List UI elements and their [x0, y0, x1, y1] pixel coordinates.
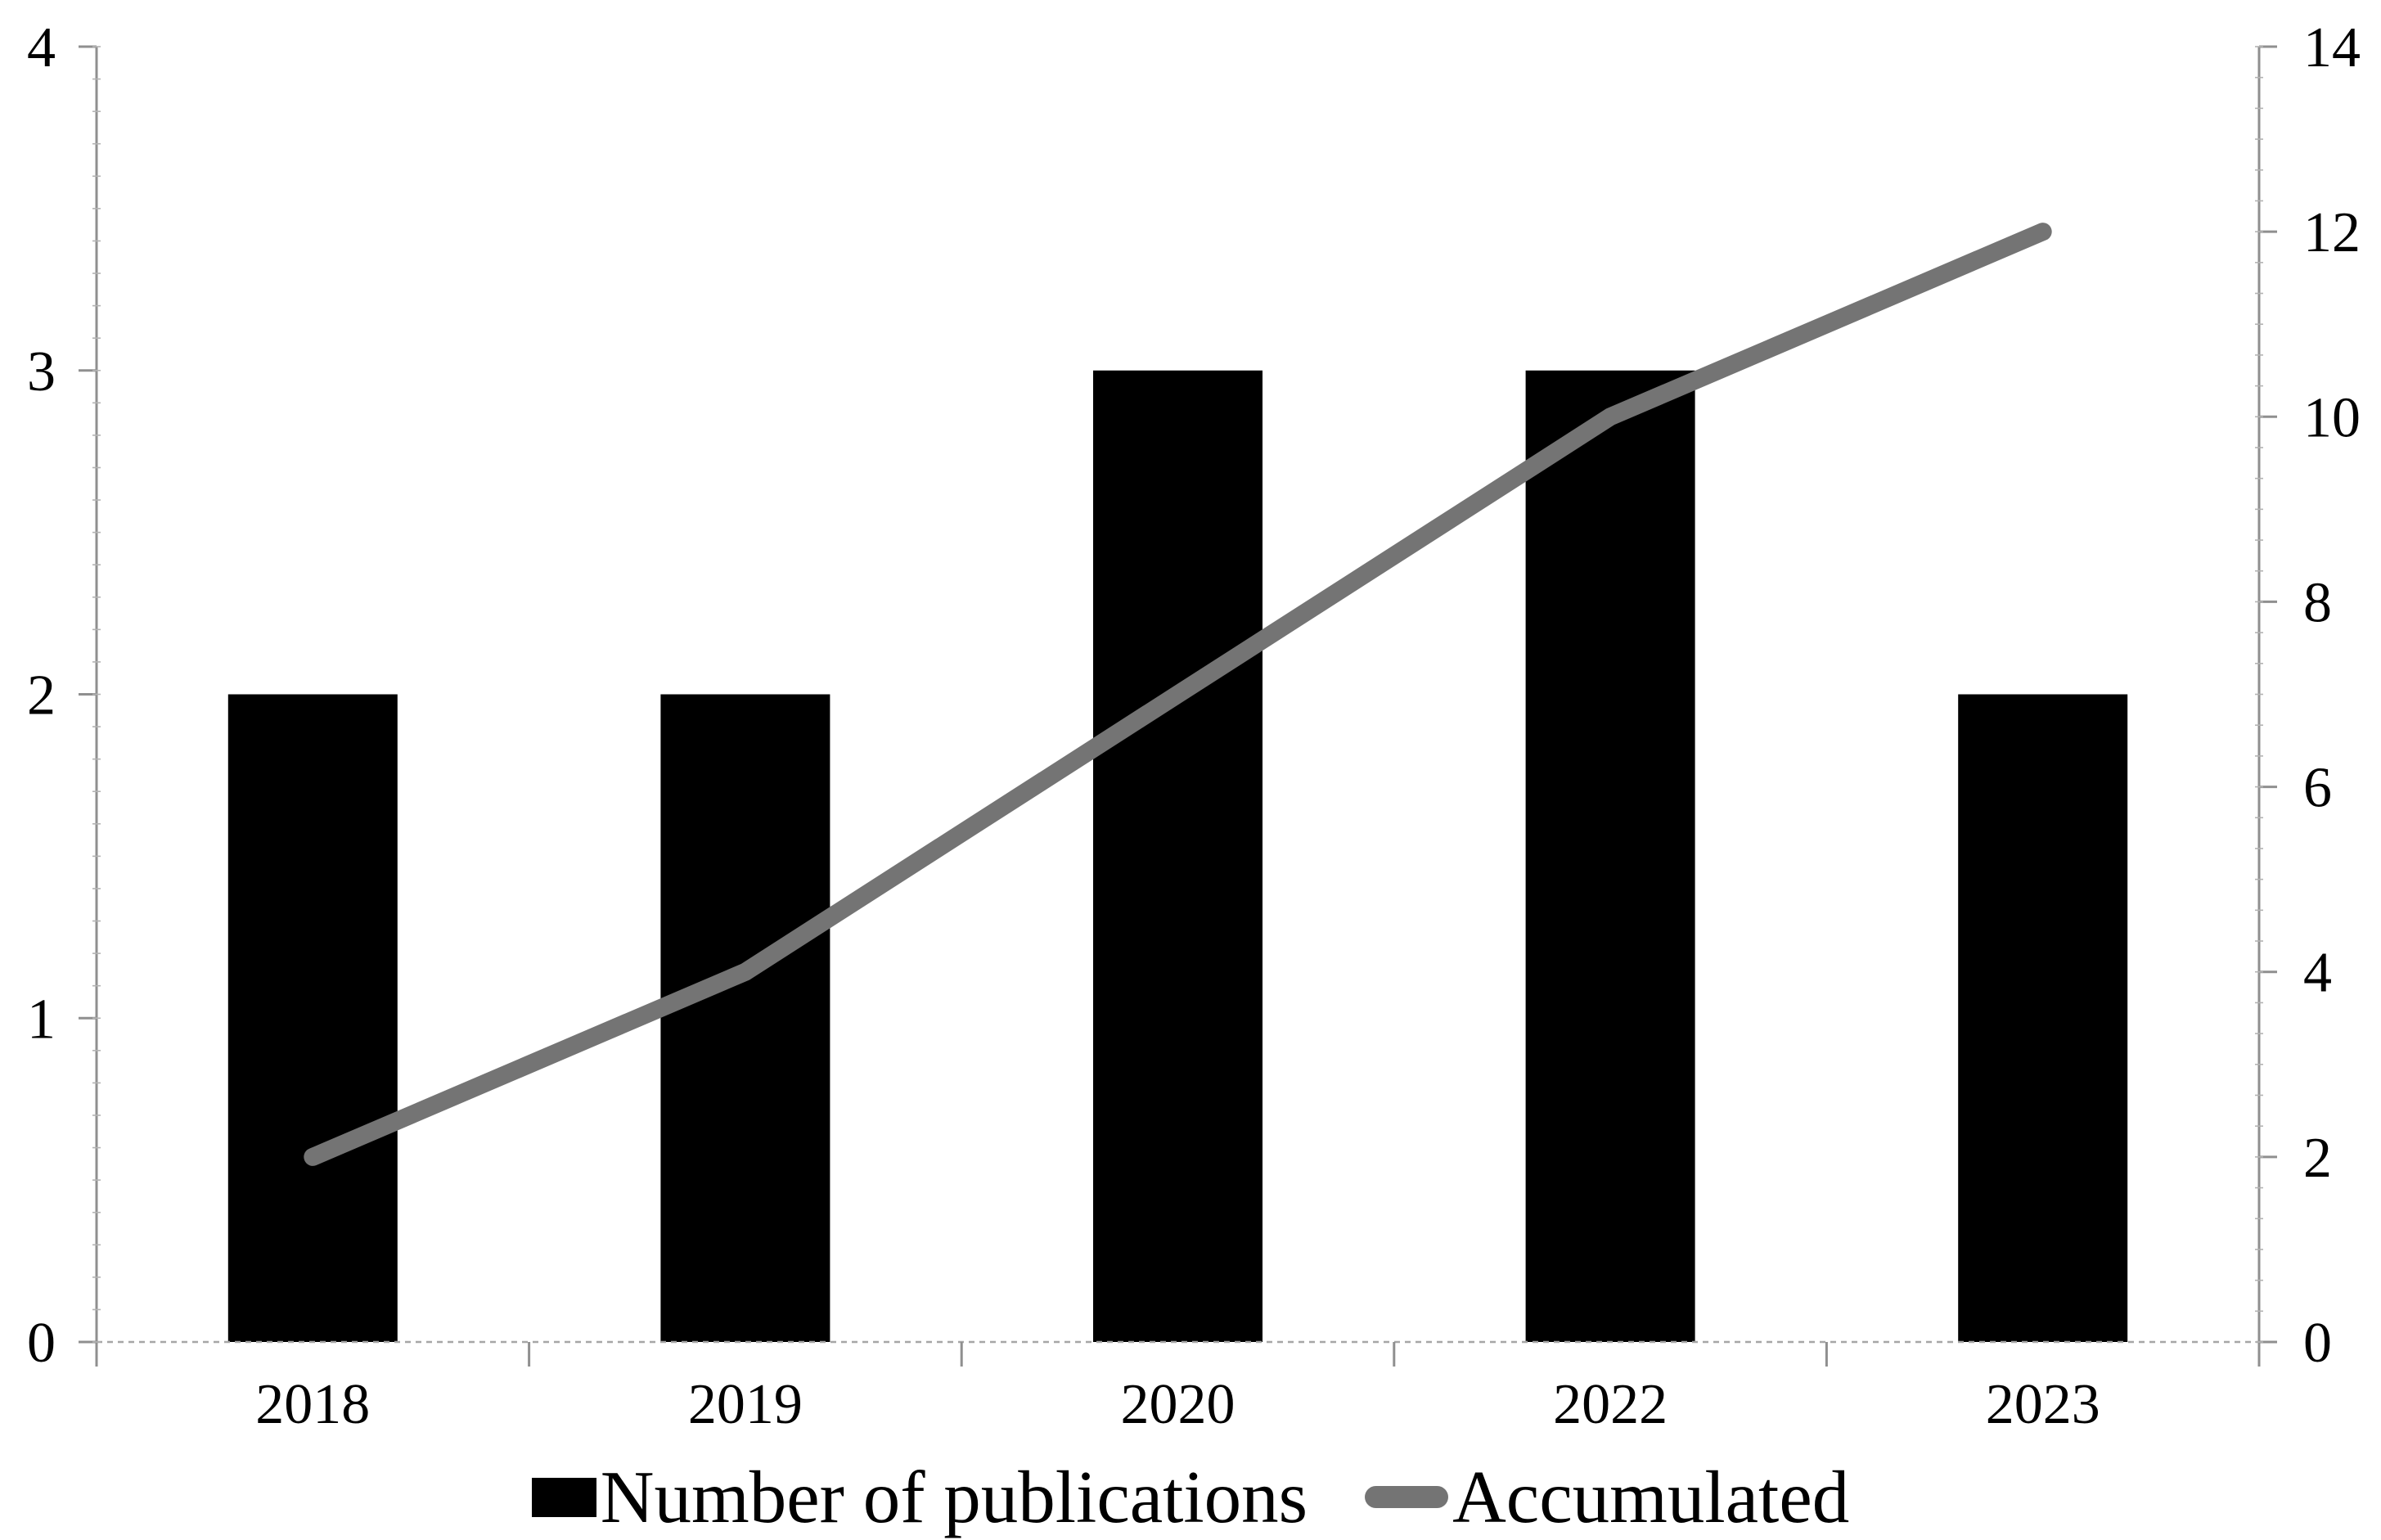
x-axis-label-2020: 2020	[1121, 1373, 1236, 1436]
accumulated-line	[304, 223, 2052, 1166]
bar-2023	[1958, 694, 2128, 1342]
bar-2022	[1525, 370, 1695, 1342]
right-axis-tick-label: 8	[2303, 571, 2332, 634]
right-axis-tick-label: 0	[2303, 1312, 2332, 1375]
right-axis-tick-label: 12	[2303, 201, 2361, 264]
bar-2019	[660, 694, 830, 1342]
right-axis-tick-label: 4	[2303, 942, 2332, 1005]
bar-2018	[227, 694, 398, 1342]
bar-2020	[1093, 370, 1263, 1342]
left-axis-tick-label: 2	[27, 664, 56, 727]
right-axis-tick-label: 14	[2303, 16, 2361, 79]
x-axis-label-2018: 2018	[255, 1373, 370, 1436]
legend-item-publications: Number of publications	[531, 1456, 1308, 1538]
legend-label-accumulated: Accumulated	[1452, 1456, 1850, 1538]
left-axis-tick-label: 1	[27, 988, 56, 1051]
x-axis-label-2019: 2019	[688, 1373, 803, 1436]
right-axis-tick-label: 2	[2303, 1127, 2332, 1190]
x-axis-label-2022: 2022	[1553, 1373, 1668, 1436]
right-axis-tick-label: 10	[2303, 386, 2361, 449]
x-axis-label-2023: 2023	[1986, 1373, 2100, 1436]
legend-item-accumulated: Accumulated	[1365, 1458, 1849, 1537]
bars-series	[227, 370, 2128, 1342]
bar-swatch-icon	[531, 1477, 596, 1517]
line-swatch-icon	[1365, 1486, 1449, 1509]
left-axis-tick-label: 4	[27, 16, 56, 79]
right-axis-tick-label: 6	[2303, 757, 2332, 820]
legend-label-publications: Number of publications	[600, 1456, 1308, 1538]
left-axis-tick-label: 3	[27, 340, 56, 403]
legend: Number of publications Accumulated	[0, 1458, 2381, 1537]
left-axis-tick-label: 0	[27, 1312, 56, 1375]
